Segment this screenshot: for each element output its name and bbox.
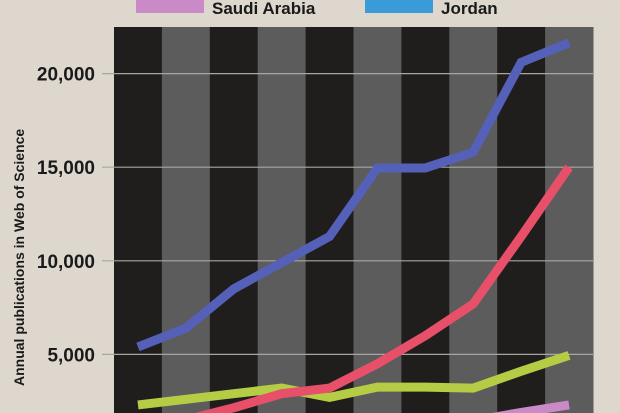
column-band [305, 27, 354, 413]
legend: Saudi Arabia Jordan [136, 0, 498, 18]
legend-label-jordan: Jordan [441, 0, 498, 18]
legend-swatch-jordan [365, 0, 433, 13]
column-band [353, 27, 402, 413]
series-lines [136, 38, 573, 413]
y-tick-label: 5,000 [47, 345, 95, 366]
column-band [401, 27, 450, 413]
y-tick-label: 10,000 [37, 252, 95, 273]
y-tick-label: 15,000 [37, 158, 95, 179]
column-band [209, 27, 259, 413]
legend-swatch-saudi-arabia [136, 0, 204, 13]
column-band [545, 27, 594, 413]
y-tick-label: 20,000 [37, 65, 95, 86]
column-band [161, 27, 211, 413]
column-bands [114, 27, 594, 413]
column-band [257, 27, 307, 413]
series-line [137, 351, 571, 410]
y-axis-label: Annual publications in Web of Science [11, 129, 27, 386]
series-line [194, 164, 573, 413]
y-tick-labels: 5,000 10,000 15,000 20,000 [37, 65, 95, 367]
column-band [449, 27, 498, 413]
series-line [136, 38, 571, 352]
legend-label-saudi-arabia: Saudi Arabia [212, 0, 316, 18]
column-band [114, 27, 163, 413]
